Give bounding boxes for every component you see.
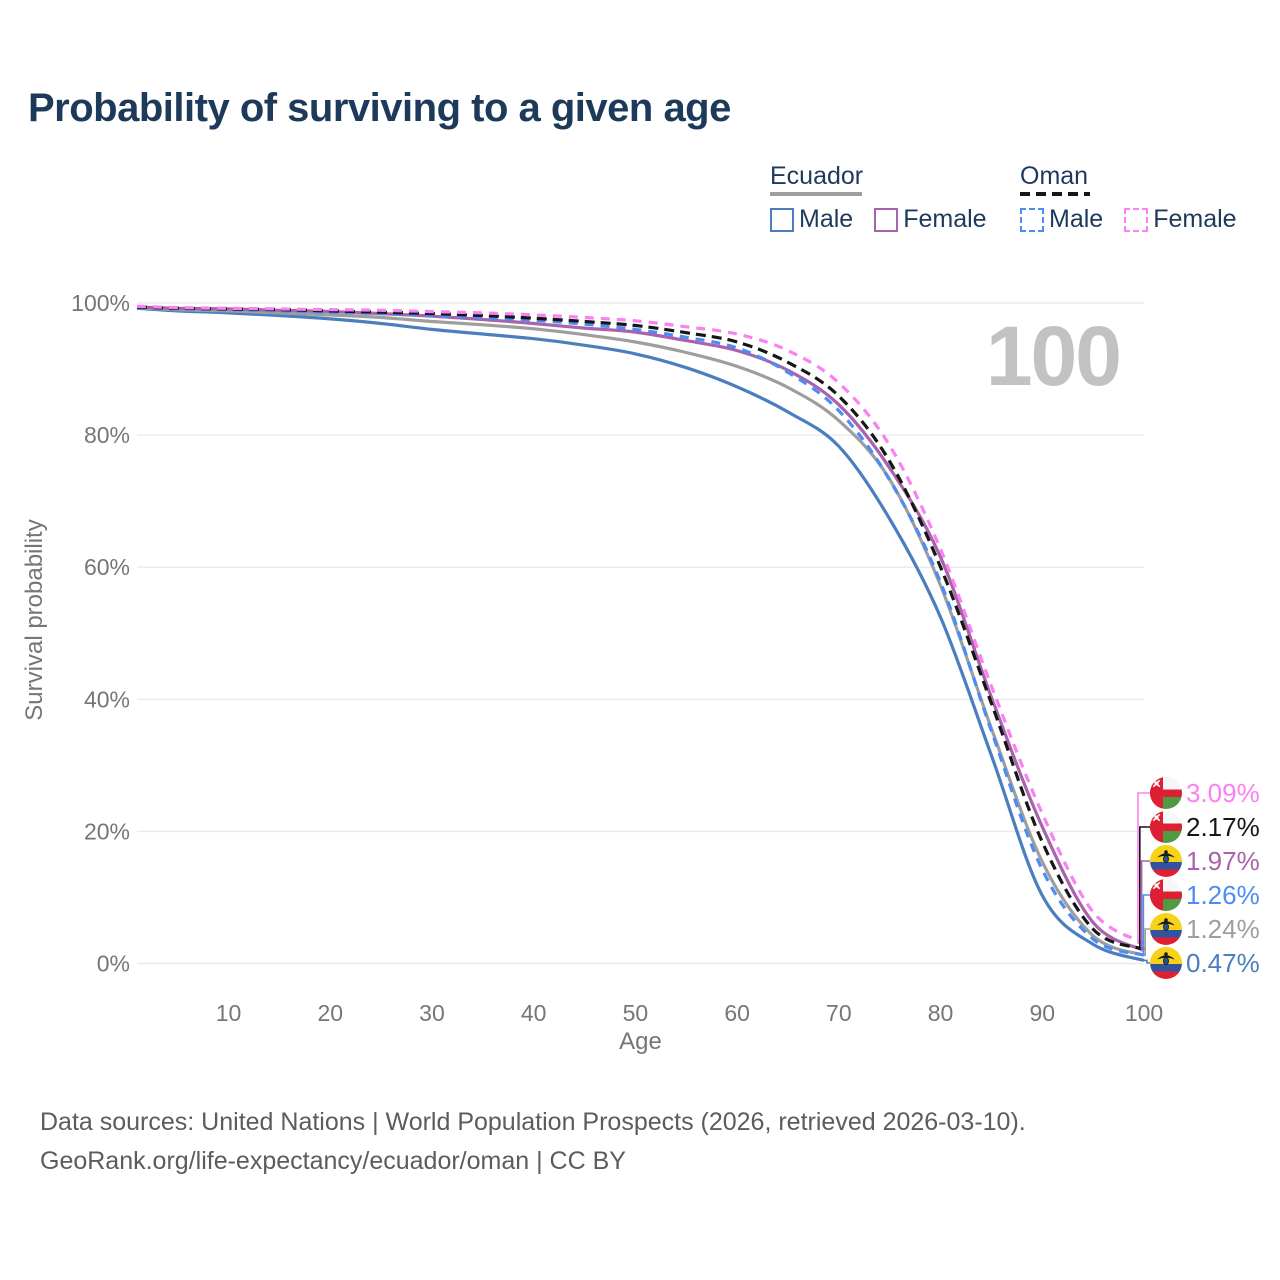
y-tick-label: 0%: [97, 951, 130, 977]
oman-female-swatch: [1124, 207, 1149, 232]
x-tick-label: 90: [1029, 1000, 1055, 1026]
curve-oman: [136, 305, 1145, 951]
x-tick-label: 80: [928, 1000, 954, 1026]
ecuador-flag-icon: [1150, 845, 1182, 877]
oman-flag-icon: [1150, 811, 1182, 843]
legend-country-oman[interactable]: Oman: [1020, 162, 1089, 190]
ecuador-flag-icon: [1150, 947, 1182, 979]
axis-labels: 100% 80% 60% 40% 20% 0% 10 20 30 40 50 60 70 80 90 100 A…: [21, 290, 1163, 1055]
survival-probability-chart: 100 100% 80% 60% 40% 20% 0% 10 20 30 40 50 60 70 80 90…: [21, 290, 1260, 1055]
ecuador-line-style-swatch: [770, 192, 862, 196]
end-value-labels: 3.09% 2.17% 1.97% 1.26% 1.24% 0.47%: [1137, 777, 1260, 979]
label-connector: [1140, 860, 1150, 952]
ecuador-female-swatch: [874, 207, 899, 232]
x-tick-label: 20: [317, 1000, 343, 1026]
y-axis-title: Survival probability: [21, 519, 48, 720]
legend-item-ecuador-male[interactable]: Male: [770, 205, 853, 234]
x-tick-label: 60: [724, 1000, 750, 1026]
legend-label-oman-female: Female: [1153, 205, 1237, 233]
end-value-ecuador: 1.24%: [1186, 914, 1260, 944]
oman-flag-icon: [1150, 879, 1182, 911]
label-connector: [1137, 792, 1150, 944]
end-value-ecuador-male: 0.47%: [1186, 948, 1260, 978]
y-tick-label: 100%: [71, 290, 130, 316]
hover-age-watermark: 100: [986, 309, 1120, 403]
legend-item-ecuador-female[interactable]: Female: [874, 205, 987, 234]
x-axis-title: Age: [619, 1028, 662, 1055]
ecuador-male-swatch: [770, 207, 794, 232]
y-tick-label: 40%: [84, 686, 130, 712]
legend-label-ecuador-male: Male: [799, 205, 854, 233]
x-tick-label: 50: [623, 1000, 649, 1026]
legend-label-oman-male: Male: [1049, 205, 1104, 233]
ecuador-flag-icon: [1150, 913, 1182, 945]
x-tick-label: 40: [521, 1000, 547, 1026]
x-tick-label: 70: [826, 1000, 852, 1026]
y-tick-label: 20%: [84, 818, 130, 844]
survival-curves: [136, 304, 1145, 962]
curve-oman-male: [136, 306, 1145, 957]
page-title: Probability of surviving to a given age: [28, 86, 731, 130]
footer: Data sources: United Nations | World Pop…: [40, 1103, 1026, 1181]
label-connector: [1142, 894, 1150, 956]
legend-item-oman-female[interactable]: Female: [1124, 205, 1237, 234]
x-tick-label: 100: [1125, 1000, 1163, 1026]
x-tick-label: 30: [419, 1000, 445, 1026]
label-connector: [1143, 959, 1150, 964]
legend-country-ecuador[interactable]: Ecuador: [770, 162, 864, 190]
y-tick-label: 60%: [84, 554, 130, 580]
oman-flag-icon: [1150, 777, 1182, 809]
curve-ecuador-male: [136, 306, 1145, 962]
end-value-ecuador-female: 1.97%: [1186, 846, 1260, 876]
x-tick-label: 10: [216, 1000, 242, 1026]
footer-attribution: GeoRank.org/life-expectancy/ecuador/oman…: [40, 1147, 626, 1175]
label-connector: [1143, 928, 1150, 957]
oman-male-swatch: [1020, 207, 1044, 232]
end-value-oman-female: 3.09%: [1186, 778, 1260, 808]
y-tick-label: 80%: [84, 422, 130, 448]
curve-oman-female: [136, 304, 1145, 945]
oman-line-style-swatch: [1020, 192, 1090, 196]
legend-group-ecuador: Ecuador Male Female: [770, 162, 987, 234]
end-value-oman-male: 1.26%: [1186, 880, 1260, 910]
legend-label-ecuador-female: Female: [903, 205, 987, 233]
legend-item-oman-male[interactable]: Male: [1020, 205, 1103, 234]
legend-group-oman: Oman Male Female: [1020, 162, 1237, 234]
footer-data-sources: Data sources: United Nations | World Pop…: [40, 1108, 1026, 1136]
curve-ecuador: [136, 306, 1145, 957]
curve-ecuador-female: [136, 305, 1145, 952]
gridlines: [137, 302, 1144, 965]
end-value-oman: 2.17%: [1186, 812, 1260, 842]
